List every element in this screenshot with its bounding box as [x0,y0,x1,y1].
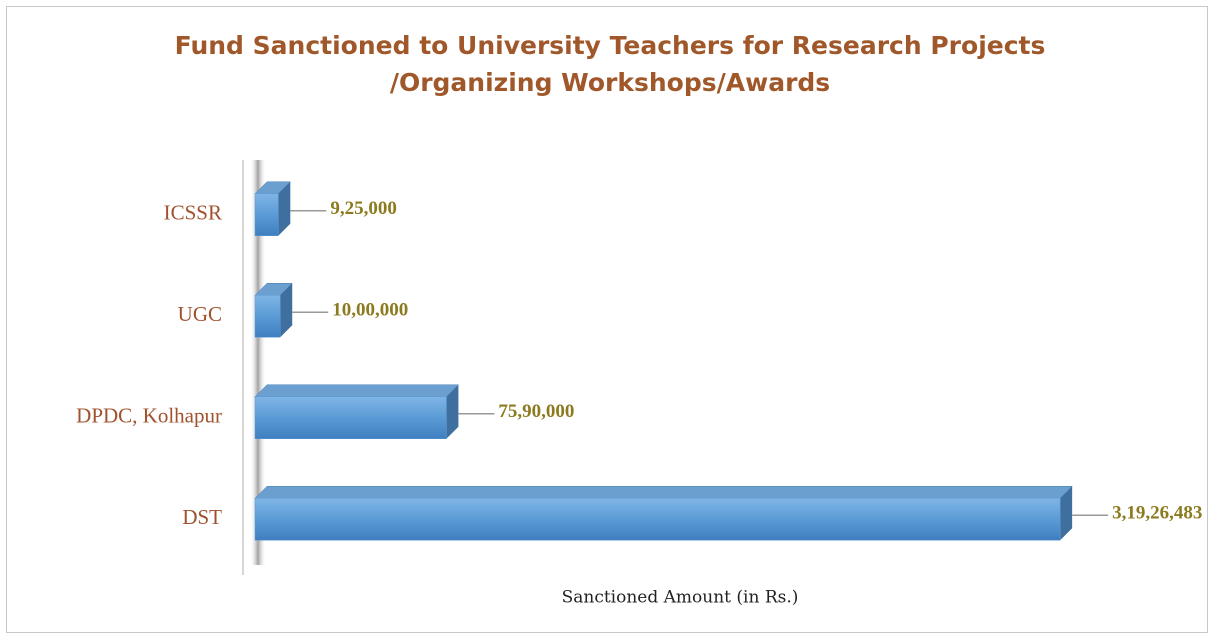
data-label: 3,19,26,483 [1112,503,1202,524]
bar-side [446,384,459,439]
bar [254,396,447,439]
data-label: 9,25,000 [330,198,397,219]
bar-side [280,283,293,338]
y-tick-label: DST [182,505,222,529]
data-label: 75,90,000 [498,401,574,422]
chart-title: Fund Sanctioned to University Teachers f… [175,31,1046,60]
x-axis-label: Sanctioned Amount (in Rs.) [562,588,799,608]
bar [254,498,1061,541]
back-wall [250,160,266,565]
y-tick-label: DPDC, Kolhapur [76,404,222,428]
bar-top [254,486,1073,499]
bar-top [254,384,460,397]
bar-side [278,181,291,236]
data-label: 10,00,000 [332,300,408,321]
y-tick-label: ICSSR [164,201,222,225]
y-tick-label: UGC [178,302,222,326]
chart-title: /Organizing Workshops/Awards [390,68,830,97]
bar-side [1060,486,1073,541]
bar [254,295,281,338]
bar [254,193,279,236]
